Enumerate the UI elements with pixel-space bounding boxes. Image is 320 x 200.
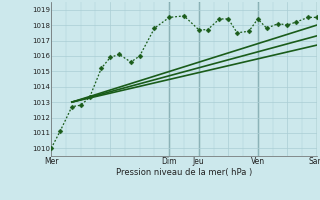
X-axis label: Pression niveau de la mer( hPa ): Pression niveau de la mer( hPa ) xyxy=(116,168,252,177)
